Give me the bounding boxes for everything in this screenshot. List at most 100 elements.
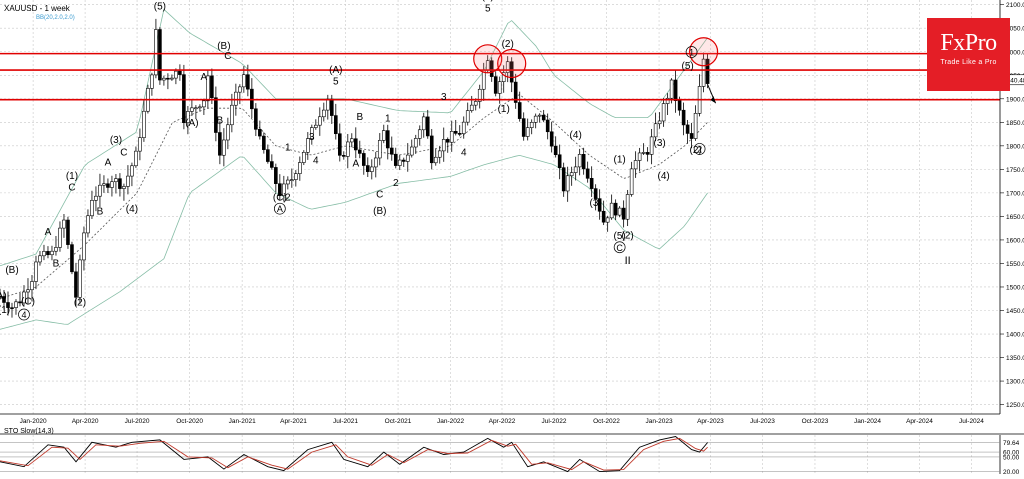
- candle-body: [349, 138, 354, 143]
- candle-body: [449, 131, 454, 143]
- wave-label: (1): [0, 305, 10, 316]
- bollinger-layer: [0, 8, 708, 330]
- candle-body: [54, 247, 58, 252]
- candle-body: [334, 115, 338, 135]
- wave-label: 4: [313, 156, 319, 167]
- candle-body: [569, 172, 574, 177]
- x-tick-label: Jul-2024: [959, 418, 984, 425]
- wave-label: A: [201, 72, 208, 83]
- wave-label: A: [352, 159, 359, 170]
- wave-label: (5): [614, 231, 626, 242]
- wave-label: C: [224, 51, 231, 62]
- candle-body: [186, 111, 190, 124]
- wave-label: 2: [393, 178, 399, 189]
- wave-label: A: [45, 227, 52, 238]
- wave-label: II: [625, 255, 631, 267]
- candle-body: [549, 131, 554, 147]
- candle-body: [2, 296, 6, 303]
- candle-body: [353, 138, 358, 151]
- wave-label-circled: 1: [689, 48, 694, 58]
- sto-tick-label: 79.64: [1003, 440, 1020, 447]
- wave-label-circle: [613, 241, 626, 254]
- candle-body: [302, 151, 306, 163]
- y-tick-label: 1400.0: [1006, 332, 1024, 339]
- candle-body: [318, 116, 322, 126]
- y-tick-label: 2100.0: [1006, 2, 1024, 9]
- candle-body: [469, 104, 474, 111]
- wave-label-circled: 4: [21, 310, 26, 320]
- candle-body: [130, 165, 134, 177]
- candle-body: [373, 157, 378, 168]
- candle-body: [290, 179, 294, 181]
- candle-body: [417, 129, 422, 139]
- candle-body: [46, 251, 50, 256]
- candle-body: [38, 255, 42, 263]
- candle-body: [278, 183, 282, 196]
- candle-body: [685, 124, 690, 134]
- candle-body: [22, 291, 26, 304]
- candle-body: [437, 150, 442, 158]
- x-tick-label: Jan-2021: [229, 418, 256, 425]
- x-tick-label: Jan-2024: [854, 418, 881, 425]
- x-tick-label: Jul-2020: [125, 418, 150, 425]
- candle-body: [405, 154, 410, 162]
- candle-body: [74, 271, 78, 298]
- candle-body: [445, 139, 450, 143]
- y-tick-label: 1550.0: [1006, 261, 1024, 268]
- candle-body: [238, 86, 242, 93]
- sto-tick-label: 60.00: [1003, 450, 1020, 457]
- candle-body: [274, 167, 278, 184]
- candle-body: [6, 302, 10, 308]
- wave-label: (C): [273, 192, 287, 203]
- wave-label-circled: A: [277, 204, 283, 214]
- wave-label: C: [68, 183, 75, 194]
- candle-body: [453, 131, 458, 134]
- candle-body: [677, 100, 682, 111]
- wave-label: B: [97, 207, 104, 218]
- candle-body: [429, 135, 434, 164]
- candle-body: [122, 186, 126, 189]
- bollinger-lower-line: [0, 154, 708, 330]
- candle-body: [198, 106, 202, 109]
- y-tick-label: 1650.0: [1006, 214, 1024, 221]
- y-tick-label: 1300.0: [1006, 379, 1024, 386]
- candle-body: [242, 74, 246, 88]
- candle-body: [669, 79, 674, 99]
- candle-body: [653, 123, 658, 138]
- candle-body: [625, 194, 630, 220]
- forecast-arrow-head: [710, 96, 716, 104]
- brand-name: FxPro: [940, 30, 997, 56]
- candle-body: [641, 152, 646, 154]
- candle-body: [573, 166, 578, 173]
- candle-body: [202, 100, 206, 108]
- wave-label: C: [376, 190, 383, 201]
- wave-label: (1): [614, 154, 626, 165]
- candle-body: [190, 107, 194, 112]
- candle-body: [94, 195, 98, 201]
- candle-body: [537, 114, 542, 117]
- y-tick-label: 1700.0: [1006, 190, 1024, 197]
- x-tick-label: Apr-2023: [697, 418, 724, 425]
- wave-label: (3): [654, 138, 666, 149]
- candle-body: [617, 207, 622, 216]
- wave-label-circled: C: [616, 243, 623, 253]
- candle-body: [565, 175, 570, 192]
- wave-label: (A): [185, 118, 198, 129]
- sto-title: STO Slow(14,3): [4, 428, 54, 435]
- candle-body: [593, 188, 598, 199]
- y-tick-label: 1450.0: [1006, 308, 1024, 315]
- candle-body: [42, 251, 46, 257]
- candle-body: [310, 127, 314, 139]
- y-tick-label: 1800.0: [1006, 143, 1024, 150]
- candle-body: [701, 58, 706, 87]
- last-price-label: 1940.48: [1003, 77, 1024, 84]
- candle-body: [166, 77, 170, 80]
- wave-label: B: [53, 259, 60, 270]
- candle-body: [609, 202, 614, 219]
- candle-body: [577, 154, 582, 168]
- candle-body: [142, 110, 146, 138]
- candle-body: [134, 150, 138, 167]
- candle-body: [174, 70, 178, 79]
- candle-body: [118, 178, 122, 189]
